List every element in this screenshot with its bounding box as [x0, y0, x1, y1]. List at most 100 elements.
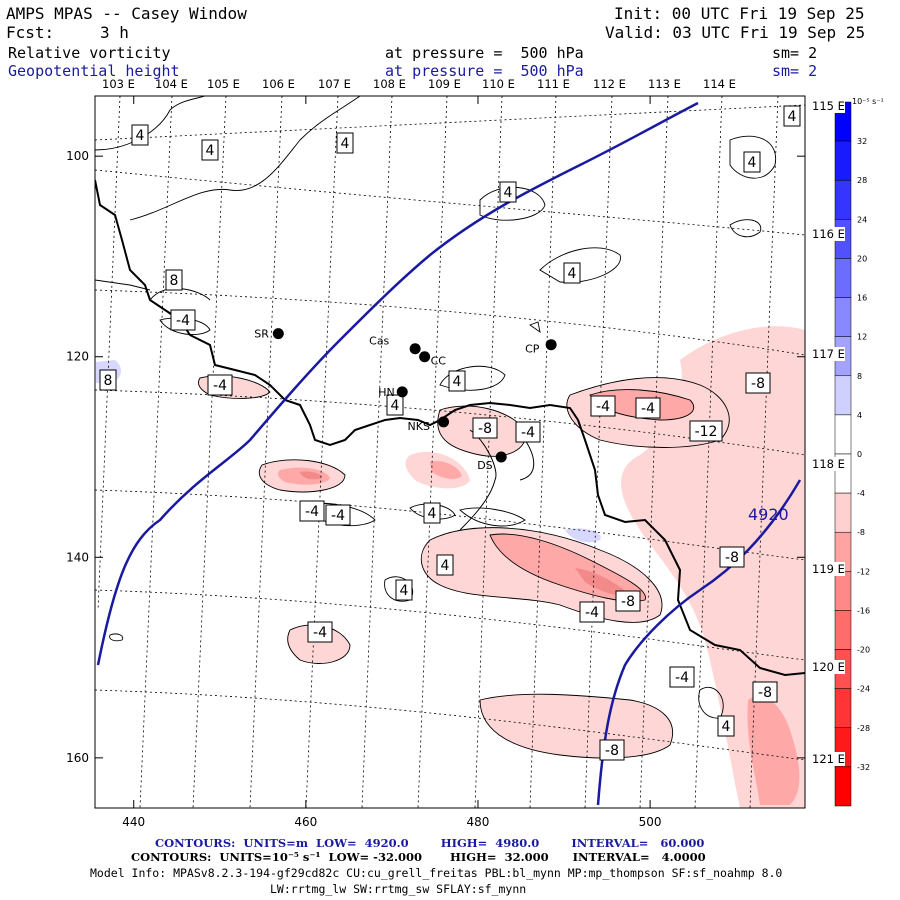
contour-label-text: -4 — [213, 378, 227, 394]
contour-label: 4 — [201, 139, 219, 161]
contour-label-text: 4 — [748, 155, 757, 171]
contour-label-box — [743, 151, 761, 173]
latitude-edge-label: 120 E — [812, 660, 845, 674]
footer-height-contours: CONTOURS: UNITS=m LOW= 4920.0 HIGH= 4980… — [155, 836, 705, 850]
contour-label: -4 — [635, 397, 661, 419]
valid-time: Valid: 03 UTC Fri 19 Sep 25 — [605, 23, 866, 42]
station-label: CP — [525, 343, 540, 356]
contour-label-box — [615, 590, 641, 612]
y-tick-label: 100 — [66, 149, 89, 163]
contour-label-box — [590, 395, 616, 417]
y-tick-label: 140 — [66, 550, 89, 564]
meridian-line — [361, 96, 393, 808]
colorbar-cell — [834, 375, 852, 416]
longitude-label: 110 E — [482, 77, 515, 91]
vorticity-contour — [109, 633, 124, 642]
contour-label: 4 — [131, 124, 149, 146]
contour-label: -4 — [325, 504, 351, 526]
contour-label-text: -8 — [758, 685, 772, 701]
contour-label-text: 4 — [428, 506, 437, 522]
longitude-label: 111 E — [537, 77, 570, 91]
contour-label-box — [783, 105, 801, 127]
colorbar-label: -16 — [857, 606, 870, 615]
contour-label: 8 — [165, 269, 183, 291]
contour-label-box — [99, 369, 117, 391]
contour-label-box — [669, 666, 695, 688]
longitude-label: 105 E — [207, 77, 240, 91]
colorbar-label: 4 — [857, 411, 862, 420]
contour-label: 4 — [499, 181, 517, 203]
height-contour — [96, 101, 699, 666]
contour-label-box — [499, 181, 517, 203]
colorbar-cell — [834, 258, 852, 298]
contour-label: -8 — [472, 417, 498, 439]
contour-label-text: -8 — [478, 421, 492, 437]
meridian-line — [584, 96, 613, 808]
contour-label: 4 — [386, 394, 404, 416]
colorbar-label: 8 — [857, 372, 862, 381]
contour-label: -4 — [307, 621, 333, 643]
colorbar-cell — [834, 297, 852, 337]
longitude-label: 112 E — [593, 77, 626, 91]
meridian-line — [305, 96, 339, 808]
colorbar-cell — [834, 688, 852, 729]
contour-label-text: -8 — [725, 550, 739, 566]
meridian-line — [192, 96, 227, 808]
contour-label: -8 — [745, 372, 771, 394]
colorbar-label: 20 — [857, 254, 867, 263]
contour-label-text: 4 — [788, 109, 797, 125]
contour-label-box — [336, 132, 354, 154]
vorticity-contour — [589, 389, 695, 421]
parallel-line — [95, 289, 805, 356]
contour-label-text: -4 — [675, 670, 689, 686]
contour-label: -4 — [207, 374, 233, 396]
contour-label-box — [165, 269, 183, 291]
height-contour-label: 4920 — [748, 505, 789, 524]
plot-frame — [94, 95, 806, 809]
station-marker — [438, 416, 450, 428]
contour-label-text: -4 — [585, 605, 599, 621]
longitude-label: 108 E — [373, 77, 406, 91]
contour-label-text: -4 — [521, 425, 535, 441]
vorticity-contour — [489, 533, 646, 602]
colorbar-label: -12 — [857, 567, 870, 576]
fcst-label: Fcst: — [6, 23, 55, 42]
contour-label-box — [299, 500, 325, 522]
contour-label: 4 — [717, 715, 735, 737]
contour-label: 4 — [436, 554, 454, 576]
colorbar-unit: 10⁻⁵ s⁻¹ — [852, 97, 884, 106]
contour-label-text: -8 — [621, 594, 635, 610]
contour-label-box — [436, 554, 454, 576]
field1-level: at pressure = 500 hPa — [385, 44, 584, 62]
station-marker — [419, 351, 431, 363]
contour-label: -4 — [515, 421, 541, 443]
longitude-label: 114 E — [703, 77, 736, 91]
contour-label-box — [599, 739, 625, 761]
longitude-label: 113 E — [648, 77, 681, 91]
colorbar-label: -24 — [857, 685, 870, 694]
stations: SR Cas CC CP HN NKS DS — [254, 328, 557, 472]
contour-label-box — [719, 546, 745, 568]
footer-model-info: Model Info: MPASv8.2.3-194-gf29cd82c CU:… — [90, 866, 783, 880]
shade-region — [287, 625, 350, 664]
colorbar-label: 28 — [857, 176, 867, 185]
contour-label-text: -4 — [596, 399, 610, 415]
contour-label: 4 — [336, 132, 354, 154]
footer-vorticity-contours: CONTOURS: UNITS=10⁻⁵ s⁻¹ LOW= -32.000 HI… — [131, 850, 706, 864]
contour-label-text: -4 — [331, 508, 345, 524]
station-label: HN — [378, 386, 395, 399]
field1-smoothing: sm= 2 — [772, 44, 818, 62]
vorticity-contour — [95, 96, 206, 151]
contour-label: 4 — [743, 151, 761, 173]
longitude-label: 103 E — [102, 77, 135, 91]
station-marker — [495, 451, 507, 463]
field2-name: Geopotential height — [8, 62, 180, 80]
contour-label-text: 4 — [722, 719, 731, 735]
colorbar-label: -20 — [857, 646, 870, 655]
contour-label-box — [131, 124, 149, 146]
shade-region — [747, 696, 800, 805]
colorbar-label: 16 — [857, 294, 867, 303]
contour-label-box — [472, 417, 498, 439]
contour-label-text: 4 — [391, 398, 400, 414]
